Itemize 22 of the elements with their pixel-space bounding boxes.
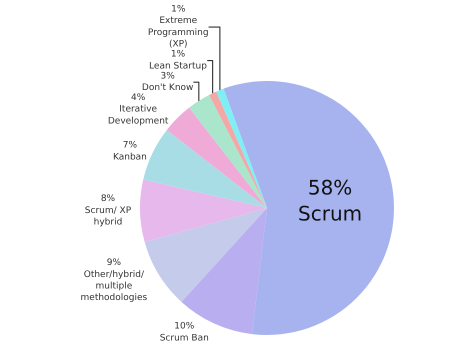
data-label: 3% [160, 71, 176, 82]
slice-label: Scrum/ XP hybrid [84, 206, 132, 228]
slice-label: Kanban [112, 152, 147, 162]
data-label: 58% [308, 176, 352, 200]
data-label: 7% [122, 140, 138, 151]
slice-label: Other/hybrid/ multiple methodologies [80, 270, 148, 304]
pie-slice [224, 81, 394, 335]
slice-label: Extreme Programming (XP) [148, 16, 209, 50]
slice-label: Iterative Development [108, 104, 169, 126]
data-label: 9% [106, 258, 122, 268]
data-label: 1% [170, 50, 186, 60]
data-label: 1% [171, 4, 186, 15]
slice-label: Scrum Ban [160, 333, 209, 344]
data-label: 4% [131, 93, 146, 104]
data-label: 10% [174, 322, 195, 332]
pie-slice [140, 179, 267, 242]
data-label: 8% [100, 194, 116, 204]
pie-slice [166, 108, 267, 208]
slice-label: Don't Know [142, 83, 194, 94]
slice-label: Scrum [298, 202, 362, 226]
pie-slice [189, 94, 267, 208]
slice-label: Lean Startup [149, 61, 208, 72]
